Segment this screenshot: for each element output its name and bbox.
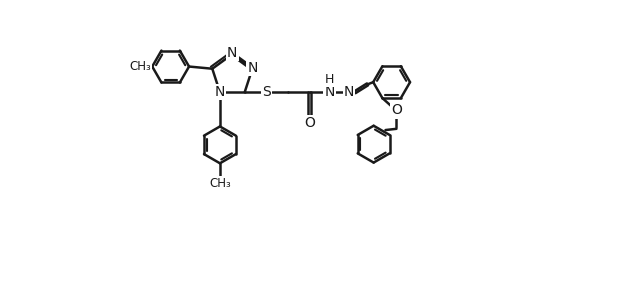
Text: S: S (262, 85, 271, 99)
Text: H: H (325, 74, 335, 87)
Text: O: O (304, 116, 315, 130)
Text: N: N (324, 85, 335, 99)
Text: CH₃: CH₃ (209, 177, 231, 190)
Text: N: N (344, 85, 355, 99)
Text: N: N (227, 46, 237, 60)
Text: N: N (247, 61, 257, 75)
Text: CH₃: CH₃ (129, 60, 151, 73)
Text: O: O (391, 103, 402, 117)
Text: N: N (215, 85, 225, 99)
